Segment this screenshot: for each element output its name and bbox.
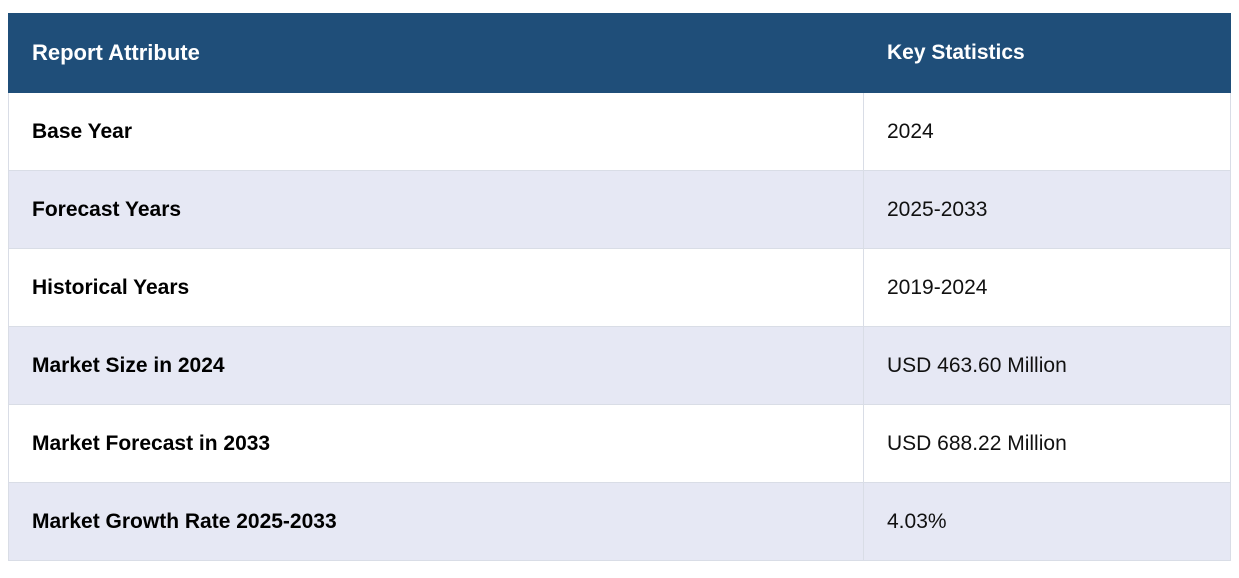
row-value: 4.03% bbox=[863, 482, 1231, 561]
row-attribute: Market Size in 2024 bbox=[8, 326, 864, 405]
table-row: Market Forecast in 2033 USD 688.22 Milli… bbox=[8, 404, 1231, 483]
header-report-attribute: Report Attribute bbox=[8, 13, 864, 93]
table-row: Historical Years 2019-2024 bbox=[8, 248, 1231, 327]
table-body: Base Year 2024 Forecast Years 2025-2033 … bbox=[8, 92, 1231, 561]
row-value: USD 688.22 Million bbox=[863, 404, 1231, 483]
report-attributes-table: Report Attribute Key Statistics Base Yea… bbox=[8, 13, 1231, 561]
row-attribute: Forecast Years bbox=[8, 170, 864, 249]
row-value: 2024 bbox=[863, 92, 1231, 171]
header-key-statistics: Key Statistics bbox=[863, 13, 1231, 93]
report-table-container: Report Attribute Key Statistics Base Yea… bbox=[8, 13, 1231, 561]
row-value: USD 463.60 Million bbox=[863, 326, 1231, 405]
table-header: Report Attribute Key Statistics bbox=[8, 13, 1231, 93]
table-row: Market Growth Rate 2025-2033 4.03% bbox=[8, 482, 1231, 561]
row-attribute: Market Growth Rate 2025-2033 bbox=[8, 482, 864, 561]
table-row: Forecast Years 2025-2033 bbox=[8, 170, 1231, 249]
header-row: Report Attribute Key Statistics bbox=[8, 13, 1231, 93]
row-value: 2025-2033 bbox=[863, 170, 1231, 249]
row-attribute: Market Forecast in 2033 bbox=[8, 404, 864, 483]
row-value: 2019-2024 bbox=[863, 248, 1231, 327]
table-row: Market Size in 2024 USD 463.60 Million bbox=[8, 326, 1231, 405]
row-attribute: Historical Years bbox=[8, 248, 864, 327]
table-row: Base Year 2024 bbox=[8, 92, 1231, 171]
row-attribute: Base Year bbox=[8, 92, 864, 171]
